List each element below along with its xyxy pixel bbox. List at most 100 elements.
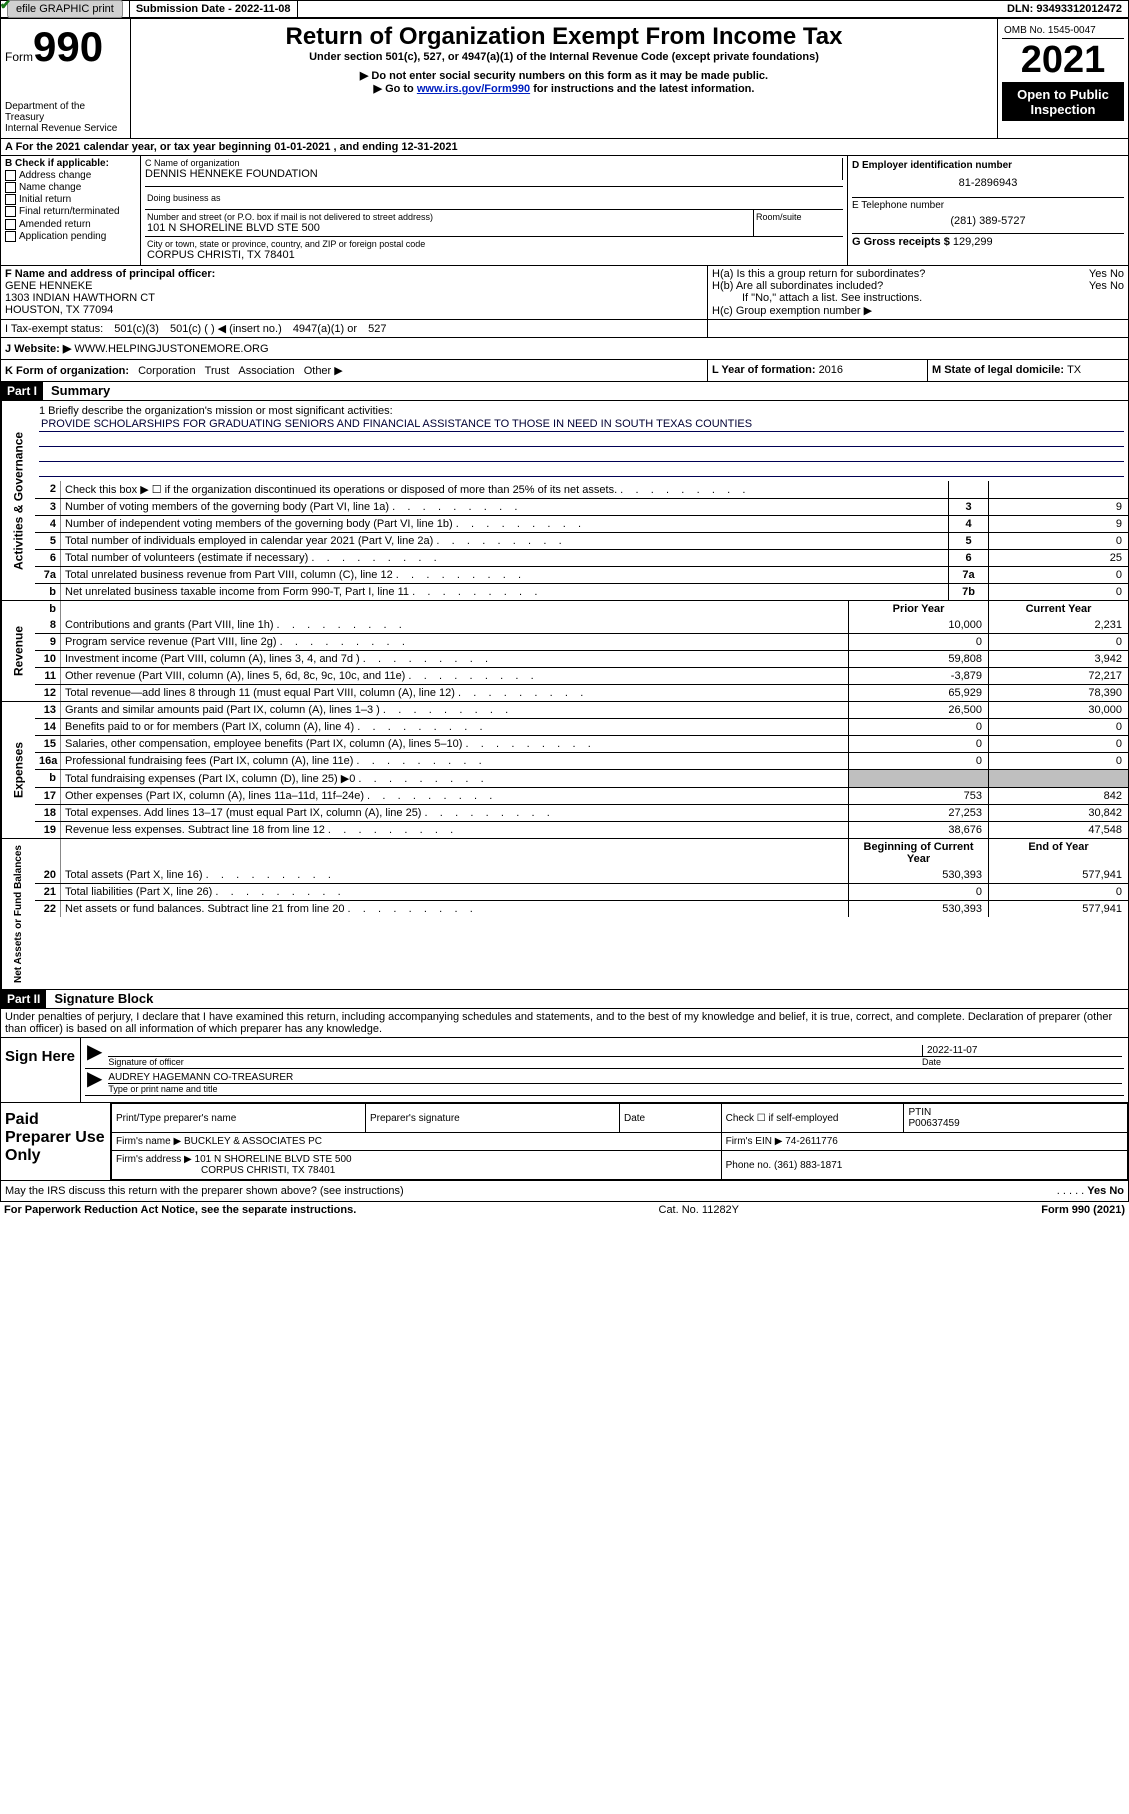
- part-i-header: Part ISummary: [0, 382, 1129, 401]
- data-row: 18Total expenses. Add lines 13–17 (must …: [35, 804, 1128, 821]
- irs-link[interactable]: www.irs.gov/Form990: [417, 83, 530, 95]
- row-i-j: I Tax-exempt status: 501(c)(3) 501(c) ( …: [0, 320, 1129, 338]
- dept-treasury: Department of the Treasury Internal Reve…: [5, 101, 126, 134]
- mission-prompt: 1 Briefly describe the organization's mi…: [39, 405, 1124, 417]
- pra-notice: For Paperwork Reduction Act Notice, see …: [4, 1204, 356, 1216]
- prep-name-label: Print/Type preparer's name: [112, 1104, 366, 1133]
- data-row: 17Other expenses (Part IX, column (A), l…: [35, 787, 1128, 804]
- chk-initial-return[interactable]: Initial return: [5, 194, 136, 205]
- chk-amended-return[interactable]: Amended return: [5, 219, 136, 230]
- sig-officer-label: Signature of officer: [108, 1057, 922, 1067]
- gov-row: 6Total number of volunteers (estimate if…: [35, 549, 1128, 566]
- firm-phone-label: Phone no.: [726, 1160, 772, 1171]
- tax-year: 2021: [1002, 39, 1124, 83]
- vlabel-na: Net Assets or Fund Balances: [1, 839, 35, 989]
- efile-print-button[interactable]: efile GRAPHIC print: [7, 0, 123, 18]
- gov-row: bNet unrelated business taxable income f…: [35, 583, 1128, 600]
- b-header: B Check if applicable:: [5, 158, 136, 169]
- firm-name-label: Firm's name ▶: [116, 1136, 181, 1147]
- officer-addr-2: HOUSTON, TX 77094: [5, 304, 703, 316]
- phone-value: (281) 389-5727: [852, 211, 1124, 231]
- vlabel-gov: Activities & Governance: [1, 401, 35, 600]
- row-a-taxyear: A For the 2021 calendar year, or tax yea…: [0, 139, 1129, 156]
- gov-row: 5Total number of individuals employed in…: [35, 532, 1128, 549]
- firm-name: BUCKLEY & ASSOCIATES PC: [184, 1136, 322, 1147]
- footer-row: For Paperwork Reduction Act Notice, see …: [0, 1202, 1129, 1218]
- i-tax-exempt: I Tax-exempt status: 501(c)(3) 501(c) ( …: [5, 322, 703, 335]
- instr-no-ssn: ▶ Do not enter social security numbers o…: [135, 69, 993, 82]
- data-row: 22Net assets or fund balances. Subtract …: [35, 900, 1128, 917]
- gov-section: Activities & Governance 1 Briefly descri…: [0, 401, 1129, 601]
- omb-number: OMB No. 1545-0047: [1002, 23, 1124, 39]
- data-row: 20Total assets (Part X, line 16)530,3935…: [35, 867, 1128, 883]
- state-domicile: TX: [1067, 364, 1081, 376]
- submission-date: Submission Date - 2022-11-08: [130, 1, 298, 17]
- mission-blank-1: [39, 432, 1124, 447]
- gov-row: 3Number of voting members of the governi…: [35, 498, 1128, 515]
- f-label: F Name and address of principal officer:: [5, 268, 703, 280]
- gross-label: G Gross receipts $: [852, 236, 953, 248]
- perjury-declaration: Under penalties of perjury, I declare th…: [0, 1009, 1129, 1038]
- rev-header-row: b Prior Year Current Year: [35, 601, 1128, 617]
- chk-final-return[interactable]: Final return/terminated: [5, 206, 136, 217]
- ptin: PTINP00637459: [904, 1104, 1128, 1133]
- room-label: Room/suite: [756, 212, 841, 222]
- chk-application-pending[interactable]: Application pending: [5, 231, 136, 242]
- dln: DLN: 93493312012472: [1001, 1, 1128, 17]
- city-label: City or town, state or province, country…: [147, 239, 841, 249]
- data-row: 12Total revenue—add lines 8 through 11 (…: [35, 684, 1128, 701]
- data-row: bTotal fundraising expenses (Part IX, co…: [35, 769, 1128, 787]
- row-f-h: F Name and address of principal officer:…: [0, 266, 1129, 320]
- mission-blank-2: [39, 447, 1124, 462]
- part-ii-header: Part IISignature Block: [0, 990, 1129, 1009]
- data-row: 13Grants and similar amounts paid (Part …: [35, 702, 1128, 718]
- row-k-l-m: K Form of organization: Corporation Trus…: [0, 360, 1129, 382]
- firm-ein-label: Firm's EIN ▶: [726, 1136, 783, 1147]
- officer-name: GENE HENNEKE: [5, 280, 703, 292]
- dba-label: Doing business as: [147, 193, 841, 203]
- firm-addr-label: Firm's address ▶: [116, 1154, 192, 1165]
- mission-blank-3: [39, 462, 1124, 477]
- firm-addr-2: CORPUS CHRISTI, TX 78401: [116, 1165, 335, 1176]
- data-row: 21Total liabilities (Part X, line 26)00: [35, 883, 1128, 900]
- data-row: 16aProfessional fundraising fees (Part I…: [35, 752, 1128, 769]
- hb-subordinates: H(b) Are all subordinates included? Yes …: [712, 280, 1124, 292]
- prep-self-employed: Check ☐ if self-employed: [721, 1104, 904, 1133]
- c-name-label: C Name of organization: [145, 158, 838, 168]
- gov-row: 2Check this box ▶ ☐ if the organization …: [35, 481, 1128, 498]
- data-row: 19Revenue less expenses. Subtract line 1…: [35, 821, 1128, 838]
- top-bar: efile GRAPHIC print Submission Date - 20…: [0, 0, 1129, 18]
- sign-date: 2022-11-07: [922, 1045, 1122, 1056]
- prep-sig-label: Preparer's signature: [366, 1104, 620, 1133]
- firm-ein: 74-2611776: [785, 1136, 838, 1147]
- rev-section: Revenue b Prior Year Current Year 8Contr…: [0, 601, 1129, 702]
- street-address: 101 N SHORELINE BLVD STE 500: [147, 222, 751, 234]
- ha-group-return: H(a) Is this a group return for subordin…: [712, 268, 1124, 280]
- officer-printed-name: AUDREY HAGEMANN CO-TREASURER: [108, 1072, 1122, 1084]
- year-formation: 2016: [819, 364, 843, 376]
- row-j-website: J Website: ▶ WWW.HELPINGJUSTONEMORE.ORG: [0, 338, 1129, 360]
- officer-signature: [108, 1045, 922, 1056]
- mission-text: PROVIDE SCHOLARSHIPS FOR GRADUATING SENI…: [39, 417, 1124, 432]
- prep-date-label: Date: [620, 1104, 722, 1133]
- data-row: 9Program service revenue (Part VIII, lin…: [35, 633, 1128, 650]
- name-arrow-icon: ▶: [87, 1072, 102, 1094]
- exp-section: Expenses 13Grants and similar amounts pa…: [0, 702, 1129, 839]
- sig-date-label: Date: [922, 1057, 1122, 1067]
- firm-phone: (361) 883-1871: [774, 1160, 842, 1171]
- na-section: Net Assets or Fund Balances Beginning of…: [0, 839, 1129, 990]
- chk-address-change[interactable]: Address change: [5, 170, 136, 181]
- cat-number: Cat. No. 11282Y: [659, 1204, 740, 1216]
- preparer-table: Print/Type preparer's name Preparer's si…: [111, 1103, 1128, 1180]
- sign-arrow-icon: ▶: [87, 1045, 102, 1067]
- form-subtitle: Under section 501(c), 527, or 4947(a)(1)…: [135, 51, 993, 63]
- open-to-public: Open to Public Inspection: [1002, 83, 1124, 121]
- chk-name-change[interactable]: Name change: [5, 182, 136, 193]
- instr-goto: ▶ Go to www.irs.gov/Form990 for instruct…: [135, 82, 993, 95]
- printed-name-label: Type or print name and title: [108, 1084, 1122, 1094]
- gross-value: 129,299: [953, 236, 993, 248]
- data-row: 15Salaries, other compensation, employee…: [35, 735, 1128, 752]
- data-row: 10Investment income (Part VIII, column (…: [35, 650, 1128, 667]
- sign-here-block: Sign Here ▶ 2022-11-07 Signature of offi…: [0, 1038, 1129, 1103]
- data-row: 14Benefits paid to or for members (Part …: [35, 718, 1128, 735]
